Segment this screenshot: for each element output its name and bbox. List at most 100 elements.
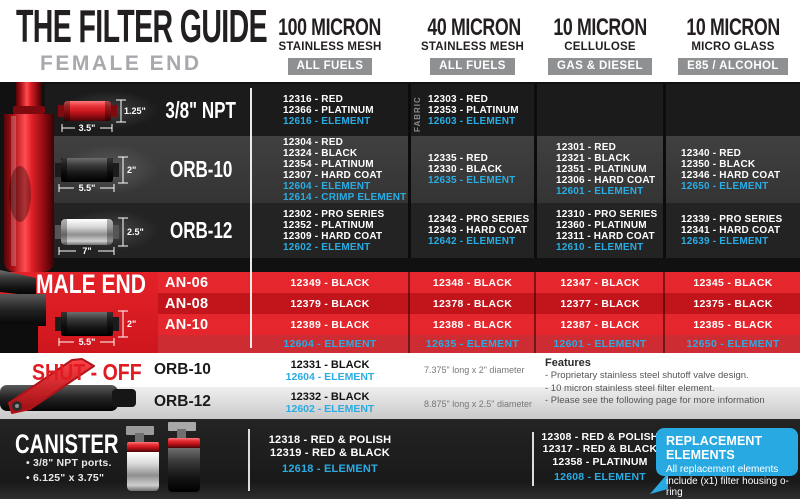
label-column-divider [250, 88, 252, 348]
cell-npt-40micron: 12303 - RED 12353 - PLATINUM 12603 - ELE… [411, 84, 534, 136]
table-row-orb10: ORB-10 12304 - RED 12324 - BLACK 12354 -… [45, 136, 800, 203]
fuel-badge: ALL FUELS [430, 58, 515, 75]
row-label-npt: 3/8" NPT [148, 84, 254, 136]
feature-item: - 10 micron stainless steel filter eleme… [545, 382, 715, 394]
column-header-100-micron: 100 MICRON STAINLESS MESH ALL FUELS [252, 16, 408, 75]
table-row-npt: 3/8" NPT FABRIC 12316 - RED 12366 - PLAT… [45, 84, 800, 136]
part-number: 12387 - BLACK [560, 318, 640, 331]
dimension-lines [58, 217, 128, 255]
section-divider [532, 432, 534, 486]
male-row-an10: 12389 - BLACK 12388 - BLACK 12387 - BLAC… [0, 314, 800, 335]
male-end-label-text: MALE END [36, 269, 146, 299]
micron-rating: 10 MICRON [553, 14, 647, 41]
part-number: 12302 - PRO SERIES [283, 208, 385, 220]
part-number: 12351 - PLATINUM [556, 164, 647, 175]
dimension-lines [58, 156, 128, 192]
part-number: 12349 - BLACK [290, 276, 370, 289]
part-number: 12340 - RED [681, 147, 742, 159]
cell-orb10-cellulose: 12301 - RED 12321 - BLACK 12351 - PLATIN… [537, 136, 663, 203]
element-number: 12604 - ELEMENT [283, 338, 377, 350]
canister-parts-mesh: 12318 - RED & POLISH 12319 - RED & BLACK… [252, 432, 408, 478]
part-number: 12304 - RED [283, 136, 344, 148]
media-type: STAINLESS MESH [421, 41, 524, 53]
size-note: 8.875" long x 2.5" diameter [424, 399, 532, 409]
column-header-10-micron-microglass: 10 MICRON MICRO GLASS E85 / ALCOHOL [666, 16, 800, 75]
column-divider [408, 272, 410, 353]
row-label-text: ORB-10 [169, 156, 233, 182]
column-divider [408, 84, 411, 258]
element-number: 12602 - ELEMENT [283, 241, 371, 253]
column-divider [534, 272, 536, 353]
feature-item: - Proprietary stainless steel shutoff va… [545, 370, 749, 381]
dim-height-label: 2.5" [127, 227, 144, 237]
row-label-text: ORB-12 [169, 217, 233, 243]
canister-label-text: CANISTER [15, 429, 119, 459]
shut-off-label: SHUT - OFF [32, 359, 161, 386]
page-title-text: THE FILTER GUIDE [16, 0, 268, 52]
fuel-badge: E85 / ALCOHOL [678, 58, 788, 75]
callout-line: include (x1) filter housing o-ring [666, 475, 789, 499]
row-label-an10: AN-10 [165, 317, 209, 333]
part-number: 12358 - PLATINUM [552, 455, 648, 468]
male-row-elements: 12604 - ELEMENT 12635 - ELEMENT 12601 - … [0, 335, 800, 353]
part-number: 12310 - PRO SERIES [556, 208, 658, 220]
male-row-an08: 12379 - BLACK 12378 - BLACK 12377 - BLAC… [0, 293, 800, 314]
cell-orb12-cellulose: 12310 - PRO SERIES 12360 - PLATINUM 1231… [537, 203, 663, 258]
row-label-an08: AN-08 [165, 296, 209, 312]
an-fitting-photo [0, 270, 46, 353]
element-number: 12639 - ELEMENT [681, 236, 769, 247]
row-label-orb12: ORB-12 [154, 393, 211, 410]
element-number: 12604 - ELEMENT [285, 371, 375, 383]
media-type: STAINLESS MESH [278, 41, 382, 53]
part-number: 12360 - PLATINUM [556, 219, 647, 231]
micron-rating: 10 MICRON [686, 14, 780, 41]
part-number: 12343 - HARD COAT [428, 225, 528, 236]
canister-parts-cellulose: 12308 - RED & POLISH 12317 - RED & BLACK… [537, 429, 663, 485]
cell-npt-100micron: 12316 - RED 12366 - PLATINUM 12616 - ELE… [252, 84, 408, 136]
part-number: 12378 - BLACK [432, 297, 513, 310]
media-type: MICRO GLASS [691, 41, 775, 53]
shut-off-label-text: SHUT - OFF [32, 359, 142, 385]
row-label-orb12: ORB-12 [148, 203, 254, 258]
cell-orb12-100micron: 12302 - PRO SERIES 12352 - PLATINUM 1230… [252, 203, 408, 258]
part-number: 12316 - RED [283, 93, 344, 105]
section-divider [248, 429, 250, 491]
part-number: 12353 - PLATINUM [428, 104, 519, 116]
orb12-filter-thumbnail: 2.5" 7" [55, 217, 144, 256]
cell-orb12-40micron: 12342 - PRO SERIES 12343 - HARD COAT 126… [411, 203, 534, 258]
part-number: 12375 - BLACK [693, 297, 773, 310]
table-row-orb12: ORB-12 12302 - PRO SERIES 12352 - PLATIN… [45, 203, 800, 258]
part-number: 12389 - BLACK [290, 318, 370, 331]
part-number: 12311 - HARD COAT [556, 230, 655, 242]
element-number: 12635 - ELEMENT [425, 338, 520, 350]
cell-orb10-40micron: 12335 - RED 12330 - BLACK 12635 - ELEMEN… [411, 136, 534, 203]
part-number: 12317 - RED & BLACK [542, 443, 658, 455]
size-note: 7.375" long x 2" diameter [424, 365, 525, 375]
part-number: 12318 - RED & POLISH [268, 434, 392, 446]
male-row-an06: 12349 - BLACK 12348 - BLACK 12347 - BLAC… [0, 272, 800, 293]
part-number: 12319 - RED & BLACK [270, 447, 390, 459]
callout-tail [650, 473, 668, 494]
part-number: 12301 - RED [556, 142, 617, 153]
part-number: 12385 - BLACK [693, 318, 773, 331]
canister-bullet: • 6.125" x 3.75" [26, 472, 105, 484]
element-number: 12602 - ELEMENT [285, 403, 375, 415]
element-number: 12618 - ELEMENT [282, 463, 378, 475]
row-label-orb10: ORB-10 [154, 361, 211, 378]
replacement-elements-callout: REPLACEMENT ELEMENTS All replacement ele… [656, 428, 798, 498]
fuel-badge: GAS & DIESEL [548, 58, 652, 75]
features-list: Features - Proprietary stainless steel s… [545, 357, 795, 408]
element-number: 12601 - ELEMENT [553, 338, 647, 350]
element-number: 12608 - ELEMENT [554, 471, 646, 483]
canister-photos [126, 422, 200, 492]
dim-length-label: 5.5" [79, 183, 96, 193]
canister-label: CANISTER [15, 429, 153, 460]
shutoff-parts-orb12: 12332 - BLACK 12602 - ELEMENT [252, 391, 408, 415]
part-number: 12352 - PLATINUM [283, 219, 374, 231]
cell-orb10-microglass: 12340 - RED 12350 - BLACK 12346 - HARD C… [666, 136, 800, 203]
shutoff-valve-photo [0, 358, 136, 414]
cell-orb12-microglass: 12339 - PRO SERIES 12341 - HARD COAT 126… [666, 203, 800, 258]
npt-filter-thumbnail: 1.25" 3.5" [58, 99, 146, 133]
dim-length-label: 3.5" [79, 123, 96, 133]
